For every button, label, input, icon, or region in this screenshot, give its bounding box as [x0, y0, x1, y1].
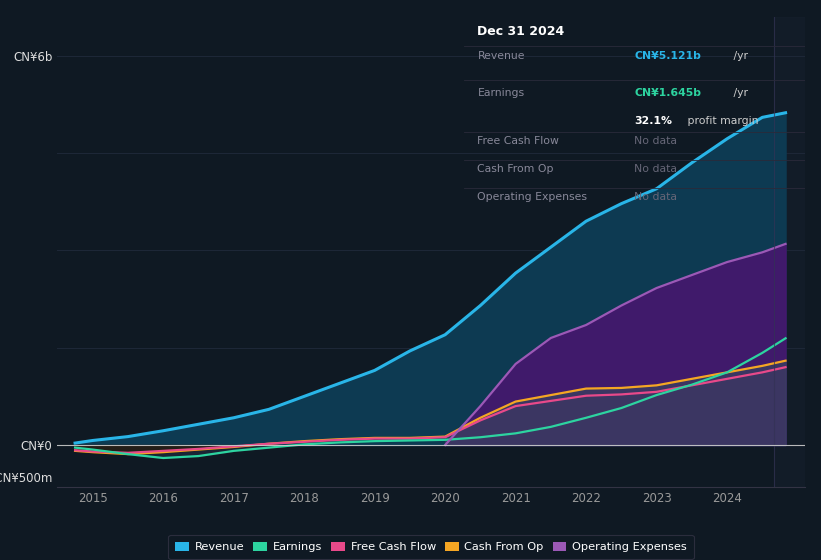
Text: No data: No data [635, 136, 677, 146]
Text: No data: No data [635, 164, 677, 174]
Bar [774, 17, 805, 487]
Text: Earnings: Earnings [478, 88, 525, 99]
Legend: Revenue, Earnings, Free Cash Flow, Cash From Op, Operating Expenses: Revenue, Earnings, Free Cash Flow, Cash … [168, 535, 694, 559]
Text: Dec 31 2024: Dec 31 2024 [478, 25, 565, 38]
Text: /yr: /yr [730, 88, 748, 99]
Text: CN¥1.645b: CN¥1.645b [635, 88, 701, 99]
Text: /yr: /yr [730, 50, 748, 60]
Text: Free Cash Flow: Free Cash Flow [478, 136, 559, 146]
Text: Operating Expenses: Operating Expenses [478, 192, 588, 202]
Text: CN¥5.121b: CN¥5.121b [635, 50, 701, 60]
Text: Revenue: Revenue [478, 50, 525, 60]
Text: profit margin: profit margin [684, 116, 758, 126]
Text: 32.1%: 32.1% [635, 116, 672, 126]
Text: Cash From Op: Cash From Op [478, 164, 554, 174]
Text: No data: No data [635, 192, 677, 202]
